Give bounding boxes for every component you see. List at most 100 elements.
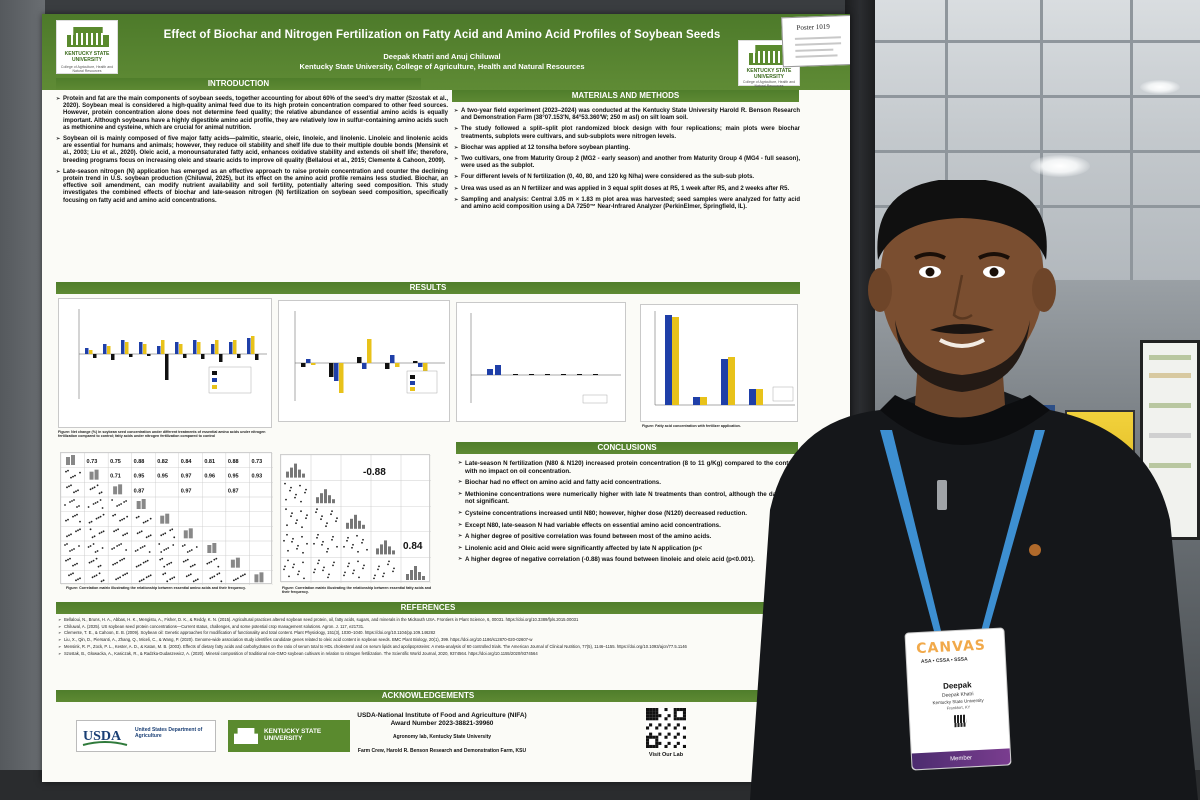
- scatter-point: [111, 499, 114, 501]
- scatter-point: [347, 565, 349, 568]
- chart-bar: [165, 354, 169, 380]
- scatter-point: [363, 564, 365, 567]
- scatter-point: [65, 559, 67, 562]
- materials-bullet: Two cultivars, one from Maturity Group 2…: [454, 156, 800, 170]
- bar-chart-fatty-acid-concentration: [654, 311, 795, 406]
- university-logo-left: KENTUCKY STATE UNIVERSITY College of Agr…: [56, 20, 118, 74]
- scatter-point: [383, 572, 385, 575]
- scatter-point: [162, 533, 165, 536]
- chart-bar: [672, 317, 679, 405]
- materials-bullet: Urea was used as an N fertilizer and was…: [454, 186, 800, 193]
- scatter-point: [70, 533, 72, 536]
- scatter-point: [188, 550, 191, 552]
- scatter-point: [161, 557, 164, 560]
- intro-bullet: Soybean oil is mainly composed of five m…: [56, 136, 448, 165]
- histogram-bar: [71, 455, 75, 465]
- scatter-point: [374, 574, 376, 577]
- scatter-point: [185, 575, 188, 578]
- conclusion-bullet: A higher degree of positive correlation …: [458, 533, 798, 541]
- chart-bar: [749, 389, 756, 405]
- scatter-point: [165, 548, 168, 550]
- scatter-point: [76, 513, 78, 516]
- chart-bar: [111, 354, 115, 360]
- histogram-bar: [414, 566, 417, 580]
- scatter-point: [159, 558, 162, 561]
- scatter-point: [137, 515, 140, 518]
- scatter-point: [306, 514, 308, 517]
- scatter-point: [288, 575, 290, 578]
- chart-bar: [251, 336, 255, 354]
- chart-bar: [306, 359, 311, 363]
- scatter-point: [135, 516, 138, 519]
- scatter-point: [69, 550, 71, 552]
- section-header-references: REFERENCES: [56, 602, 800, 614]
- scatter-point: [93, 535, 96, 538]
- conclusion-bullet: A higher degree of negative correlation …: [458, 556, 798, 564]
- correlation-value: 0.87: [228, 488, 239, 494]
- scatter-point: [302, 551, 304, 554]
- lab-qr-code[interactable]: [646, 708, 686, 748]
- scatter-point: [72, 515, 74, 518]
- scatter-point: [303, 577, 305, 580]
- scatter-point: [187, 574, 190, 577]
- chart-bar: [93, 354, 97, 358]
- scatter-point: [166, 563, 169, 566]
- section-header-conclusions: CONCLUSIONS: [456, 442, 798, 454]
- histogram-bar: [259, 572, 264, 583]
- scatter-point: [149, 534, 152, 537]
- chart-bar: [255, 354, 259, 360]
- ksu-logo: KENTUCKY STATE UNIVERSITY: [228, 720, 350, 752]
- scatter-point: [331, 538, 333, 541]
- scatter-point: [182, 560, 185, 563]
- correlation-value: 0.87: [134, 488, 145, 494]
- scatter-point: [291, 540, 293, 543]
- scatter-point: [119, 576, 122, 579]
- scatter-point: [297, 573, 299, 576]
- scatter-point: [72, 475, 74, 478]
- scatter-point: [194, 579, 197, 582]
- chart-bar: [201, 354, 205, 359]
- chart-bar: [129, 354, 133, 357]
- histogram-bar: [207, 545, 212, 553]
- scatter-point: [196, 578, 199, 581]
- chart-bar: [390, 355, 395, 363]
- scatter-point: [284, 482, 286, 485]
- scatter-point: [91, 536, 94, 539]
- scatter-point: [186, 558, 189, 561]
- scatter-point: [126, 515, 129, 518]
- scatter-point: [392, 570, 394, 573]
- scatter-point: [186, 551, 189, 553]
- scatter-point: [332, 535, 334, 538]
- histogram-bar: [165, 513, 170, 524]
- scatter-point: [321, 543, 323, 546]
- scatter-point: [139, 547, 142, 549]
- histogram-bar: [350, 518, 353, 529]
- introduction-text: Protein and fat are the main components …: [56, 96, 448, 209]
- scatter-point: [141, 546, 144, 548]
- scatter-point: [331, 510, 333, 513]
- scatter-point: [164, 572, 167, 575]
- usda-logo: USDA United States Department of Agricul…: [76, 720, 216, 752]
- histogram-bar: [354, 514, 357, 529]
- chart-bar: [728, 357, 735, 405]
- scatter-point: [68, 574, 70, 577]
- scatter-point: [323, 566, 325, 569]
- scatter-point: [220, 580, 223, 583]
- histogram-bar: [183, 530, 188, 539]
- chart-bar: [311, 363, 316, 365]
- results-plot-c: [456, 302, 626, 422]
- scatter-point: [117, 528, 120, 531]
- ceiling-light: [1030, 155, 1090, 177]
- scatter-point: [89, 488, 92, 491]
- scatter-point: [142, 561, 145, 564]
- scatter-point: [65, 470, 67, 473]
- correlation-value: 0.88: [134, 459, 145, 465]
- histogram-bar: [324, 489, 327, 504]
- histogram-bar: [418, 572, 421, 580]
- scatter-point: [95, 574, 98, 577]
- name-badge: CANVAS ASA • CSSA • SSSA Deepak Deepak K…: [904, 627, 1012, 771]
- scatter-point: [123, 557, 126, 560]
- scatter-point: [347, 536, 349, 539]
- scatter-point: [92, 503, 95, 505]
- correlation-value: 0.75: [110, 459, 121, 465]
